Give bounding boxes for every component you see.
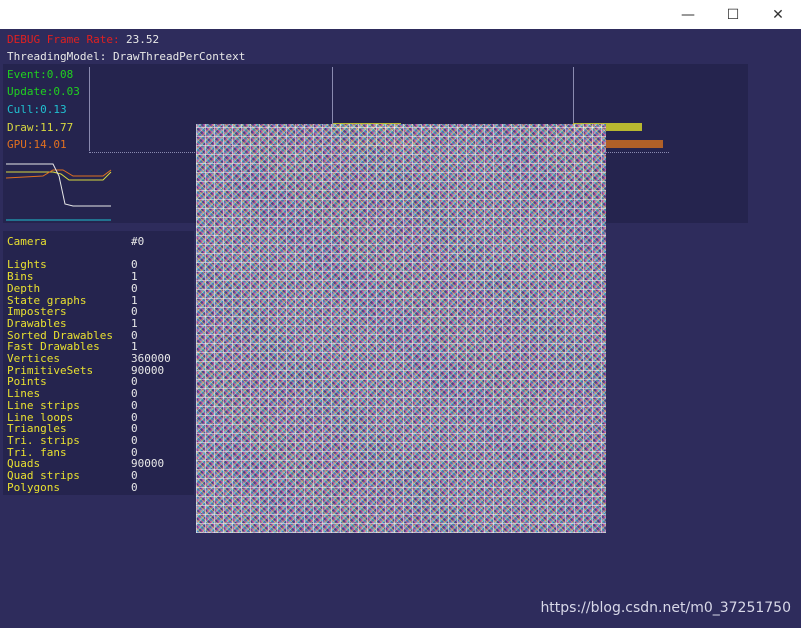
scene-stat-value: 90000 [131,457,165,471]
scene-stat-value: 0 [131,328,138,342]
scene-stat-label: Line loops [7,410,74,424]
scene-stat-value: 0 [131,410,138,424]
scene-stat-value: 360000 [131,352,171,365]
watermark: https://blog.csdn.net/m0_37251750 [540,600,791,616]
scene-stat-value: 0 [131,398,138,412]
scene-stat-label: Tri. fans [7,445,67,459]
minimize-icon: — [681,6,695,23]
threading-model: ThreadingModel: DrawThreadPerContext [7,50,246,63]
timeline-marker [89,67,90,151]
scene-stat-label: Camera [7,235,47,248]
rendered-geometry [196,124,606,533]
update-time: Update:0.03 [7,85,80,98]
scene-stat-value: 0 [131,305,138,319]
scene-stat-value: 0 [131,422,138,436]
scene-stat-label: Triangles [7,422,67,436]
scene-stat-label: Depth [7,281,41,295]
scene-stat-label: Quad strips [7,469,80,482]
scene-stat-value: 0 [131,387,138,401]
frame-rate-value: 23.52 [126,33,160,46]
frame-rate-label: DEBUG Frame Rate: [7,33,120,46]
title-bar: — ☐ ✕ [0,0,801,29]
gpu-bar [580,140,663,148]
scene-stat-label: Quads [7,457,41,471]
scene-stat-label: Drawables [7,316,67,330]
scene-stat-value: 0 [131,445,138,459]
scene-stat-label: Line strips [7,398,80,412]
timeline-marker [573,67,574,151]
scene-stat-value: 1 [131,340,138,354]
cull-time: Cull:0.13 [7,103,67,116]
scene-stat-label: Fast Drawables [7,340,100,354]
minimize-button[interactable]: — [665,0,711,29]
scene-stat-label: Vertices [7,352,60,365]
scene-stat-value: 0 [131,281,138,295]
scene-stat-value: 0 [131,433,138,447]
timeline-marker [332,67,333,151]
frame-graph [5,163,112,221]
event-time: Event:0.08 [7,68,74,81]
scene-stat-value: 0 [131,480,138,494]
frame-graph-panel [3,160,115,223]
scene-stat-value: 0 [131,258,138,272]
scene-stat-value: 0 [131,469,138,482]
scene-stat-label: Polygons [7,480,60,494]
scene-stat-label: Sorted Drawables [7,328,113,342]
scene-stat-label: Lines [7,387,41,401]
scene-stat-label: Imposters [7,305,67,319]
scene-stats-panel [3,231,194,495]
scene-stat-label: Lights [7,258,47,272]
scene-stat-label: Points [7,375,47,389]
scene-stat-label: Tri. strips [7,433,80,447]
maximize-button[interactable]: ☐ [710,0,756,29]
close-button[interactable]: ✕ [755,0,801,29]
draw-time: Draw:11.77 [7,121,74,134]
maximize-icon: ☐ [726,6,740,23]
scene-stat-value: 1 [131,270,138,284]
gpu-time: GPU:14.01 [7,138,67,151]
scene-stat-label: State graphs [7,293,87,307]
scene-stat-value: 90000 [131,363,165,377]
draw-bar [573,123,642,131]
scene-stat-label: Bins [7,270,34,284]
scene-stat-value: 1 [131,293,138,307]
close-icon: ✕ [772,6,784,23]
scene-stat-value: 0 [131,375,138,389]
scene-stat-value: 1 [131,316,138,330]
scene-stat-label: PrimitiveSets [7,363,94,377]
scene-stat-value: #0 [131,235,145,248]
